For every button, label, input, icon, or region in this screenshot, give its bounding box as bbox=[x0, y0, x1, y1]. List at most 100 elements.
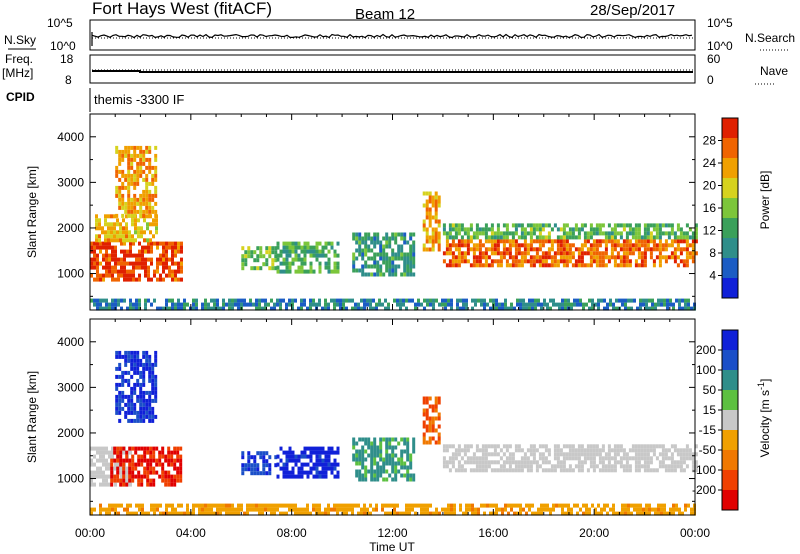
freq-tick-high: 18 bbox=[60, 52, 74, 66]
colorbar-swatch bbox=[722, 430, 738, 451]
x-tick-label: 00:00 bbox=[680, 526, 710, 540]
velocity-scatter-region bbox=[110, 446, 183, 487]
freq-label: Freq. bbox=[5, 52, 33, 66]
nsearch-label: N.Search bbox=[745, 31, 795, 45]
nsky-tick-low: 10^0 bbox=[50, 39, 76, 53]
colorbar-tick-label: 200 bbox=[696, 343, 716, 357]
cpid-label: CPID bbox=[6, 90, 35, 104]
colorbar-swatch bbox=[722, 258, 738, 279]
x-tick-label: 16:00 bbox=[478, 526, 508, 540]
colorbar-tick-label: 20 bbox=[703, 179, 717, 193]
y-tick-label: 1000 bbox=[57, 267, 84, 281]
colorbar-tick-label: 8 bbox=[709, 246, 716, 260]
velocity-scatter-region bbox=[276, 446, 340, 479]
velocity-scatter-region bbox=[90, 503, 696, 516]
beam-title: Beam 12 bbox=[355, 6, 415, 23]
freq-strip: Freq. [MHz] 18 8 60 0 Nave bbox=[2, 52, 788, 87]
nsearch-tick-high: 10^5 bbox=[707, 16, 733, 30]
velocity-scatter-region bbox=[422, 396, 441, 445]
colorbar-swatch bbox=[722, 198, 738, 219]
time-axis-title: Time UT bbox=[369, 540, 415, 554]
colorbar-tick-label: 100 bbox=[696, 363, 716, 377]
colorbar-swatch bbox=[722, 138, 738, 159]
nsky-strip: N.Sky 10^5 10^0 10^5 10^0 N.Search bbox=[4, 16, 795, 53]
nave-tick-high: 60 bbox=[707, 52, 721, 66]
velocity-colorbar-label: Velocity [m s-1] bbox=[756, 379, 772, 458]
velocity-scatter-region bbox=[352, 437, 416, 482]
nsky-tick-high: 10^5 bbox=[47, 16, 73, 30]
colorbar-tick-label: 4 bbox=[709, 269, 716, 283]
colorbar-swatch bbox=[722, 390, 738, 411]
colorbar-swatch bbox=[722, 118, 738, 139]
velocity-ylabel: Slant Range [km] bbox=[25, 371, 39, 463]
x-tick-label: 12:00 bbox=[377, 526, 407, 540]
y-tick-label: 1000 bbox=[57, 472, 84, 486]
colorbar-tick-label: -15 bbox=[699, 423, 717, 437]
y-tick-label: 4000 bbox=[57, 130, 84, 144]
y-tick-label: 3000 bbox=[57, 380, 84, 394]
colorbar-swatch bbox=[722, 218, 738, 239]
nave-label: Nave bbox=[760, 64, 788, 78]
colorbar-tick-label: -50 bbox=[699, 443, 717, 457]
colorbar-tick-label: 28 bbox=[703, 134, 717, 148]
date-title: 28/Sep/2017 bbox=[590, 2, 675, 19]
velocity-scatter-region bbox=[442, 444, 698, 473]
power-scatter-region bbox=[276, 241, 340, 274]
power-colorbar: 4 8 12 16 20 24 28 Power [dB] bbox=[703, 117, 772, 299]
x-tick-label: 20:00 bbox=[579, 526, 609, 540]
nave-tick-low: 0 bbox=[707, 73, 714, 87]
power-scatter-region bbox=[241, 246, 278, 271]
nsky-label: N.Sky bbox=[4, 33, 36, 47]
freq-tick-low: 8 bbox=[65, 73, 72, 87]
velocity-x-ticks bbox=[89, 319, 696, 515]
power-data bbox=[90, 145, 698, 311]
colorbar-swatch bbox=[722, 350, 738, 371]
power-x-ticks bbox=[89, 114, 696, 310]
y-tick-label: 3000 bbox=[57, 175, 84, 189]
colorbar-tick-label: 15 bbox=[703, 403, 717, 417]
power-scatter-region bbox=[115, 145, 158, 218]
colorbar-swatch bbox=[722, 178, 738, 199]
colorbar-swatch bbox=[722, 450, 738, 471]
power-scatter-region bbox=[95, 214, 158, 243]
cpid-value: themis -3300 IF bbox=[94, 92, 184, 107]
x-tick-label: 00:00 bbox=[75, 526, 105, 540]
velocity-colorbar: 200 100 50 15 -15 -50 -100 -200 Velocity [m s-1… bbox=[692, 329, 772, 511]
nsearch-tick-low: 10^0 bbox=[707, 39, 733, 53]
colorbar-swatch bbox=[722, 278, 738, 299]
x-tick-label: 04:00 bbox=[176, 526, 206, 540]
velocity-y-axis: 1000 2000 3000 4000 bbox=[57, 335, 695, 502]
power-ylabel: Slant Range [km] bbox=[25, 166, 39, 258]
velocity-panel: 1000 2000 3000 4000 Slant Range [km] bbox=[25, 318, 698, 516]
x-tick-label: 08:00 bbox=[277, 526, 307, 540]
colorbar-swatch bbox=[722, 158, 738, 179]
colorbar-tick-label: 50 bbox=[703, 383, 717, 397]
velocity-scatter-region bbox=[115, 350, 158, 423]
colorbar-swatch bbox=[722, 238, 738, 259]
velocity-data bbox=[90, 350, 698, 516]
power-y-axis: 1000 2000 3000 4000 bbox=[57, 130, 695, 297]
colorbar-tick-label: 12 bbox=[703, 224, 717, 238]
power-scatter-region bbox=[352, 232, 416, 277]
colorbar-tick-label: -200 bbox=[692, 483, 716, 497]
power-scatter-region bbox=[442, 223, 698, 240]
colorbar-swatch bbox=[722, 470, 738, 491]
power-panel: 1000 2000 3000 4000 Slant Range [km] bbox=[25, 113, 698, 311]
freq-trace bbox=[92, 70, 693, 73]
y-tick-label: 4000 bbox=[57, 335, 84, 349]
colorbar-tick-label: 24 bbox=[703, 156, 717, 170]
colorbar-swatch bbox=[722, 410, 738, 431]
colorbar-swatch bbox=[722, 370, 738, 391]
freq-unit: [MHz] bbox=[2, 66, 33, 80]
y-tick-label: 2000 bbox=[57, 426, 84, 440]
colorbar-swatch bbox=[722, 490, 738, 511]
velocity-scatter-region bbox=[241, 451, 278, 476]
power-scatter-region bbox=[442, 239, 698, 268]
colorbar-tick-label: -100 bbox=[692, 463, 716, 477]
colorbar-swatch bbox=[722, 330, 738, 351]
power-scatter-region bbox=[90, 241, 183, 282]
colorbar-tick-label: 16 bbox=[703, 201, 717, 215]
power-scatter-region bbox=[422, 191, 441, 252]
y-tick-label: 2000 bbox=[57, 221, 84, 235]
